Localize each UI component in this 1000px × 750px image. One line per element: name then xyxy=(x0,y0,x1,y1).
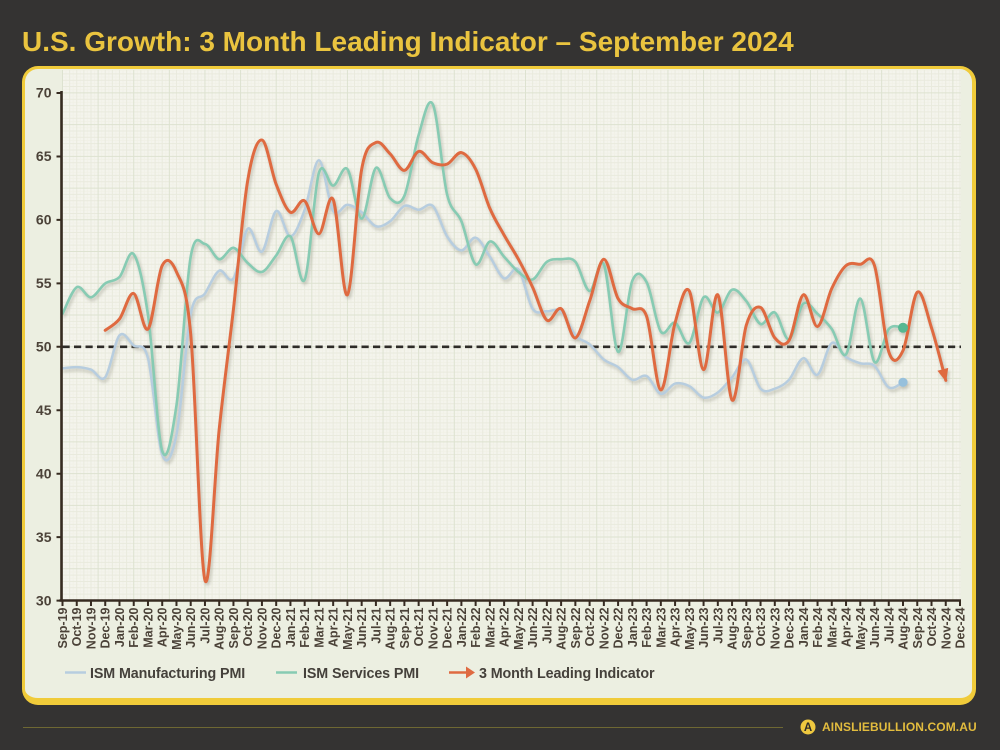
svg-text:Aug-24: Aug-24 xyxy=(897,607,911,649)
svg-text:Jun-21: Jun-21 xyxy=(355,607,369,647)
svg-text:Nov-21: Nov-21 xyxy=(426,607,440,649)
svg-text:ISM Manufacturing PMI: ISM Manufacturing PMI xyxy=(90,666,245,682)
svg-text:Aug-22: Aug-22 xyxy=(555,607,569,649)
svg-text:Aug-23: Aug-23 xyxy=(726,607,740,649)
svg-text:Sep-23: Sep-23 xyxy=(740,607,754,648)
svg-text:Apr-24: Apr-24 xyxy=(840,607,854,647)
svg-text:35: 35 xyxy=(36,529,52,545)
svg-text:Mar-21: Mar-21 xyxy=(312,607,326,647)
svg-text:Jul-21: Jul-21 xyxy=(369,607,383,643)
svg-text:Sep-21: Sep-21 xyxy=(398,607,412,648)
svg-text:Apr-20: Apr-20 xyxy=(156,607,170,647)
svg-text:Sep-20: Sep-20 xyxy=(227,607,241,648)
svg-text:Dec-24: Dec-24 xyxy=(954,607,968,648)
svg-text:Apr-21: Apr-21 xyxy=(327,607,341,647)
svg-text:65: 65 xyxy=(36,148,52,164)
svg-text:Oct-21: Oct-21 xyxy=(412,607,426,646)
svg-text:Nov-22: Nov-22 xyxy=(597,607,611,649)
svg-text:Jul-24: Jul-24 xyxy=(882,607,896,643)
svg-text:Sep-24: Sep-24 xyxy=(911,607,925,648)
svg-text:Nov-23: Nov-23 xyxy=(768,607,782,649)
svg-text:Sep-19: Sep-19 xyxy=(56,607,70,648)
svg-text:Mar-20: Mar-20 xyxy=(142,607,156,647)
svg-text:Dec-20: Dec-20 xyxy=(270,607,284,648)
svg-text:Feb-23: Feb-23 xyxy=(640,607,654,647)
svg-text:40: 40 xyxy=(36,465,52,481)
svg-text:Sep-22: Sep-22 xyxy=(569,607,583,648)
svg-text:Jan-20: Jan-20 xyxy=(113,607,127,647)
svg-text:Nov-24: Nov-24 xyxy=(939,607,953,649)
svg-text:Jul-20: Jul-20 xyxy=(199,607,213,643)
svg-text:Jan-24: Jan-24 xyxy=(797,607,811,647)
svg-text:A: A xyxy=(804,722,812,734)
svg-text:45: 45 xyxy=(36,402,52,418)
svg-text:Oct-24: Oct-24 xyxy=(925,607,939,646)
svg-text:May-24: May-24 xyxy=(854,607,868,649)
svg-text:Feb-20: Feb-20 xyxy=(127,607,141,647)
svg-text:Dec-21: Dec-21 xyxy=(441,607,455,648)
svg-text:Feb-21: Feb-21 xyxy=(298,607,312,647)
svg-text:Jun-20: Jun-20 xyxy=(184,607,198,647)
svg-text:Apr-22: Apr-22 xyxy=(498,607,512,647)
svg-text:ISM Services PMI: ISM Services PMI xyxy=(303,666,419,682)
svg-text:Aug-21: Aug-21 xyxy=(384,607,398,649)
svg-text:May-23: May-23 xyxy=(683,607,697,649)
svg-text:Aug-20: Aug-20 xyxy=(213,607,227,649)
svg-text:30: 30 xyxy=(36,592,52,608)
svg-text:Jun-24: Jun-24 xyxy=(868,607,882,647)
svg-text:Jul-22: Jul-22 xyxy=(540,607,554,643)
svg-text:Jan-22: Jan-22 xyxy=(455,607,469,647)
svg-text:Jun-23: Jun-23 xyxy=(697,607,711,647)
svg-text:May-21: May-21 xyxy=(341,607,355,649)
svg-text:May-22: May-22 xyxy=(512,607,526,649)
svg-text:Dec-23: Dec-23 xyxy=(783,607,797,648)
svg-text:Oct-19: Oct-19 xyxy=(70,607,84,646)
svg-text:Oct-23: Oct-23 xyxy=(754,607,768,646)
svg-text:Jul-23: Jul-23 xyxy=(711,607,725,643)
svg-text:Mar-23: Mar-23 xyxy=(654,607,668,647)
svg-text:May-20: May-20 xyxy=(170,607,184,649)
svg-text:Jan-23: Jan-23 xyxy=(626,607,640,647)
svg-text:Mar-24: Mar-24 xyxy=(825,607,839,647)
svg-text:Dec-22: Dec-22 xyxy=(612,607,626,648)
svg-text:Oct-20: Oct-20 xyxy=(241,607,255,646)
svg-text:Feb-22: Feb-22 xyxy=(469,607,483,647)
svg-text:Jun-22: Jun-22 xyxy=(526,607,540,647)
svg-text:Nov-19: Nov-19 xyxy=(85,607,99,649)
svg-text:3 Month Leading Indicator: 3 Month Leading Indicator xyxy=(479,666,655,682)
svg-text:Mar-22: Mar-22 xyxy=(483,607,497,647)
svg-text:Oct-22: Oct-22 xyxy=(583,607,597,646)
svg-text:Feb-24: Feb-24 xyxy=(811,607,825,647)
svg-text:Nov-20: Nov-20 xyxy=(255,607,269,649)
svg-text:55: 55 xyxy=(36,275,52,291)
svg-text:50: 50 xyxy=(36,339,52,355)
svg-text:70: 70 xyxy=(36,85,52,101)
svg-text:60: 60 xyxy=(36,212,52,228)
svg-text:Apr-23: Apr-23 xyxy=(669,607,683,647)
svg-text:Dec-19: Dec-19 xyxy=(99,607,113,648)
svg-text:Jan-21: Jan-21 xyxy=(284,607,298,647)
